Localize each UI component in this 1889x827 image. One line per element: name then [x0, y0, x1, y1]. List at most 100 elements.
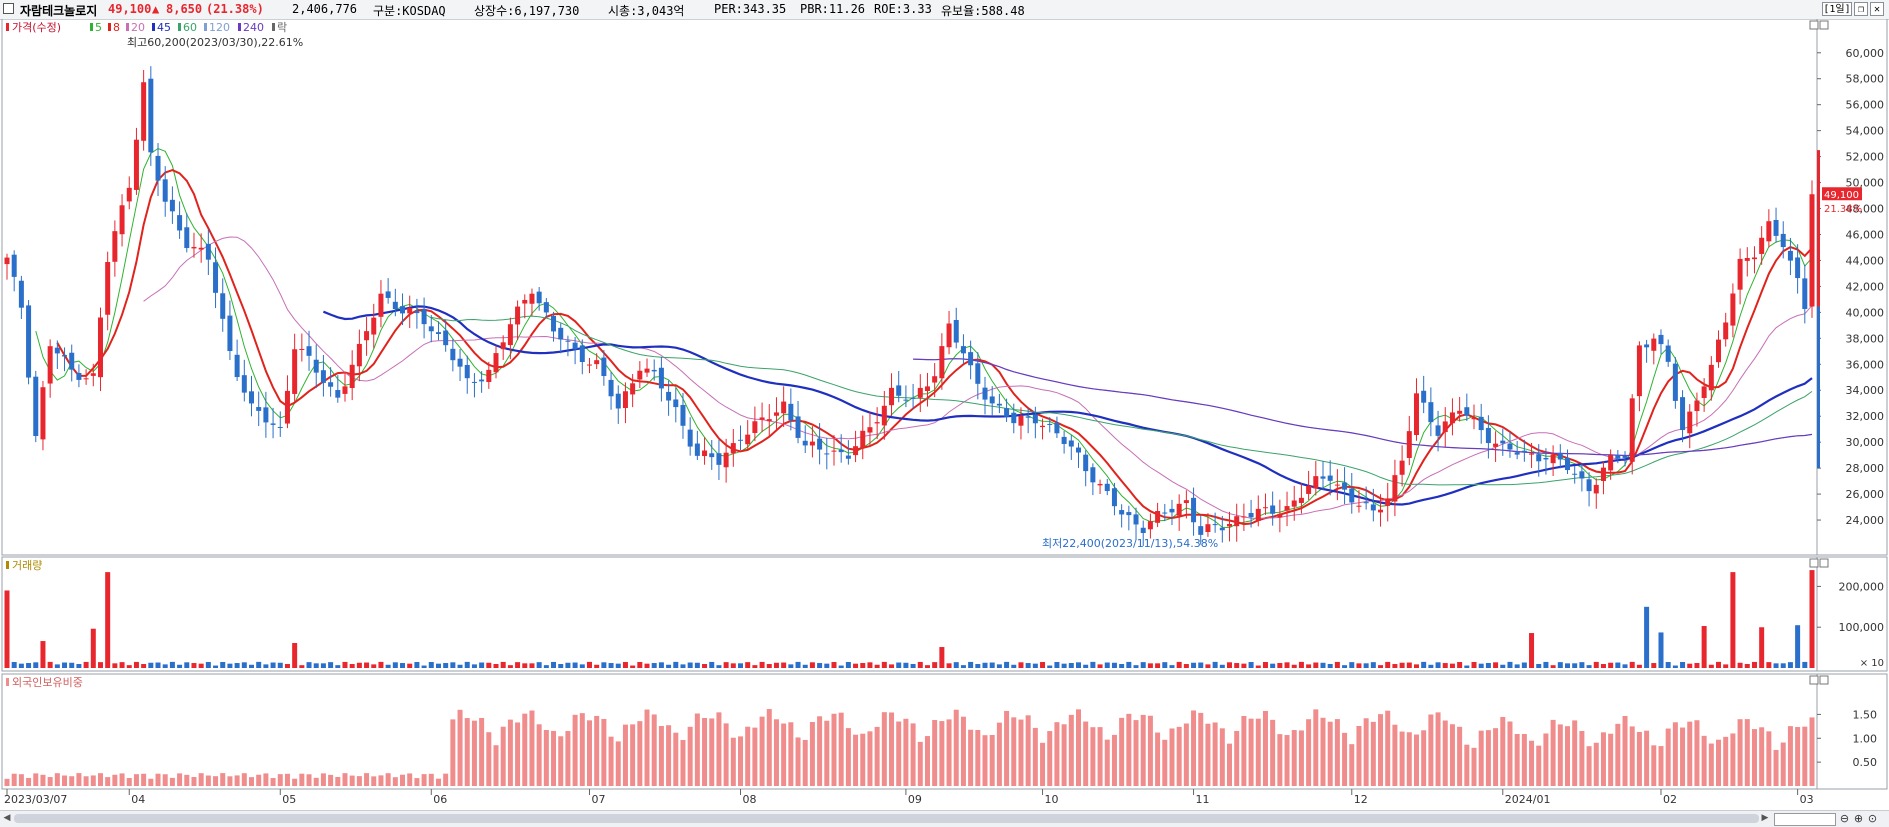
window-restore-icon[interactable]: ❐: [1854, 2, 1868, 16]
foreign-bar: [529, 710, 535, 786]
panel-close-icon-2[interactable]: [1819, 675, 1829, 685]
panel-close-icon-0[interactable]: [1819, 20, 1829, 30]
candle-body: [572, 342, 578, 350]
scroll-left-icon[interactable]: ◀: [3, 813, 11, 823]
stock-chart[interactable]: 60,000 58,000 56,000 54,000 52,000 50,000 48,0…: [0, 19, 1889, 809]
foreign-bar: [946, 719, 952, 786]
panel-restore-icon-2[interactable]: [1809, 675, 1819, 685]
volume-bar: [1083, 664, 1089, 668]
pbr-value: PBR:11.26: [800, 2, 866, 16]
candle-body: [1291, 500, 1297, 507]
volume-bar: [148, 662, 154, 668]
volume-bar: [1075, 662, 1081, 668]
candle-body: [1392, 475, 1398, 502]
volume-bar: [1622, 664, 1628, 668]
foreign-bar: [1047, 731, 1053, 786]
panel-restore-icon-1[interactable]: [1809, 558, 1819, 568]
legend-swatch-2: [126, 23, 129, 31]
candle-body: [795, 416, 801, 438]
price-change-pct: (21.38%): [206, 2, 264, 16]
volume-bar: [975, 664, 981, 668]
legend-foreign-title: 외국인보유비중: [12, 676, 83, 689]
candle-body: [536, 291, 542, 304]
foreign-bar: [1378, 714, 1384, 786]
chart-scrollbar[interactable]: ◀ ▶ ⊖ ⊕ ⊙: [0, 810, 1889, 827]
window-close-icon[interactable]: ✕: [1870, 2, 1884, 16]
volume-bar: [184, 662, 190, 668]
foreign-bar: [1665, 728, 1671, 786]
volume-bar: [284, 664, 290, 668]
candle-body: [1104, 483, 1110, 492]
volume-bar: [1449, 663, 1455, 668]
zoom-out-icon[interactable]: ⊖: [1839, 812, 1850, 825]
candle-body: [421, 309, 427, 325]
legend-ma-45: 45: [157, 21, 171, 34]
foreign-bar: [1090, 727, 1096, 786]
zoom-reset-icon[interactable]: ⊙: [1867, 812, 1878, 825]
foreign-bar: [1780, 742, 1786, 786]
volume-bar: [1313, 662, 1319, 668]
last-price-label: 49,100: [1824, 190, 1859, 201]
legend-swatch-3: [152, 23, 155, 31]
candle-body: [673, 399, 679, 408]
foreign-bar: [1392, 724, 1398, 786]
foreign-bar: [658, 725, 664, 786]
candle-body: [1047, 423, 1053, 425]
volume-bar: [1780, 663, 1786, 668]
foreign-bar: [515, 722, 521, 786]
candle-body: [1636, 345, 1642, 397]
legend-volume-title: 거래량: [12, 559, 42, 572]
foreign-bar: [924, 736, 930, 786]
price-tick-label: 56,000: [1846, 99, 1885, 112]
candle-body: [1629, 398, 1635, 462]
candle-body: [270, 423, 276, 425]
volume-bar: [745, 662, 751, 668]
volume-bar: [1176, 661, 1182, 668]
foreign-bar: [1514, 734, 1520, 786]
panel-restore-icon-0[interactable]: [1809, 20, 1819, 30]
foreign-bar: [1442, 720, 1448, 786]
volume-bar: [213, 665, 219, 668]
zoom-in-icon[interactable]: ⊕: [1853, 812, 1864, 825]
volume-bar: [1291, 664, 1297, 668]
scroll-right-icon[interactable]: ▶: [1761, 813, 1769, 823]
scroll-thumb[interactable]: [14, 814, 1759, 823]
period-button[interactable]: [1일]: [1822, 2, 1852, 16]
volume-bar: [960, 665, 966, 668]
volume-bar: [198, 663, 204, 668]
candle-body: [1780, 233, 1786, 248]
foreign-bar: [457, 709, 463, 786]
volume-bar: [1680, 662, 1686, 668]
foreign-bar: [69, 776, 75, 786]
volume-bar: [1636, 664, 1642, 668]
candle-body: [112, 231, 118, 262]
candle-body: [1320, 476, 1326, 479]
foreign-bar: [917, 741, 923, 786]
foreign-bar: [83, 776, 89, 786]
candle-body: [1759, 237, 1765, 254]
panel-close-icon-1[interactable]: [1819, 558, 1829, 568]
candle-body: [522, 299, 528, 304]
foreign-bar: [615, 741, 621, 786]
volume-bar: [191, 663, 197, 668]
candle-body: [1270, 505, 1276, 514]
volume-bar: [1464, 665, 1470, 668]
candle-body: [953, 319, 959, 343]
candle-body: [191, 246, 197, 249]
select-checkbox[interactable]: [3, 3, 14, 14]
volume-bar: [26, 663, 32, 668]
zoom-slider[interactable]: [1774, 813, 1836, 826]
ma5-line: [35, 147, 1813, 529]
foreign-bar: [845, 728, 851, 786]
candle-body: [1730, 293, 1736, 326]
volume-bar: [1198, 662, 1204, 668]
candle-body: [543, 302, 549, 313]
candle-body: [414, 310, 420, 314]
legend-price-swatch: [6, 23, 9, 31]
volume-bar: [630, 665, 636, 668]
volume-bar: [371, 664, 377, 668]
foreign-bar: [364, 773, 370, 786]
candle-body: [1435, 425, 1441, 436]
volume-bar: [615, 663, 621, 668]
foreign-bar: [1040, 742, 1046, 786]
